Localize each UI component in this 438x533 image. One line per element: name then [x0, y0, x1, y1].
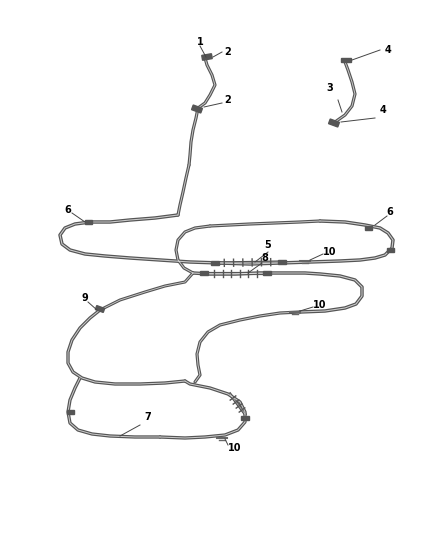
- Text: 2: 2: [225, 47, 231, 57]
- Bar: [278, 260, 286, 264]
- Text: 7: 7: [145, 412, 152, 422]
- Text: 10: 10: [313, 300, 327, 310]
- Text: 3: 3: [327, 83, 333, 93]
- Bar: [202, 54, 212, 60]
- Bar: [85, 220, 92, 224]
- Text: 1: 1: [197, 37, 203, 47]
- Bar: [241, 416, 249, 420]
- Bar: [67, 410, 74, 414]
- Text: 4: 4: [385, 45, 392, 55]
- Text: 6: 6: [387, 207, 393, 217]
- Bar: [328, 119, 339, 127]
- Bar: [211, 261, 219, 265]
- Text: 8: 8: [261, 253, 268, 263]
- Text: 5: 5: [265, 240, 272, 250]
- Text: 9: 9: [81, 293, 88, 303]
- Bar: [263, 271, 271, 275]
- Bar: [364, 226, 371, 230]
- Text: 10: 10: [323, 247, 337, 257]
- Bar: [341, 58, 351, 62]
- Bar: [200, 271, 208, 275]
- Bar: [95, 305, 105, 312]
- Bar: [191, 105, 202, 113]
- Text: 10: 10: [228, 443, 242, 453]
- Text: 2: 2: [225, 95, 231, 105]
- Text: 6: 6: [65, 205, 71, 215]
- Bar: [386, 248, 393, 252]
- Text: 4: 4: [380, 105, 386, 115]
